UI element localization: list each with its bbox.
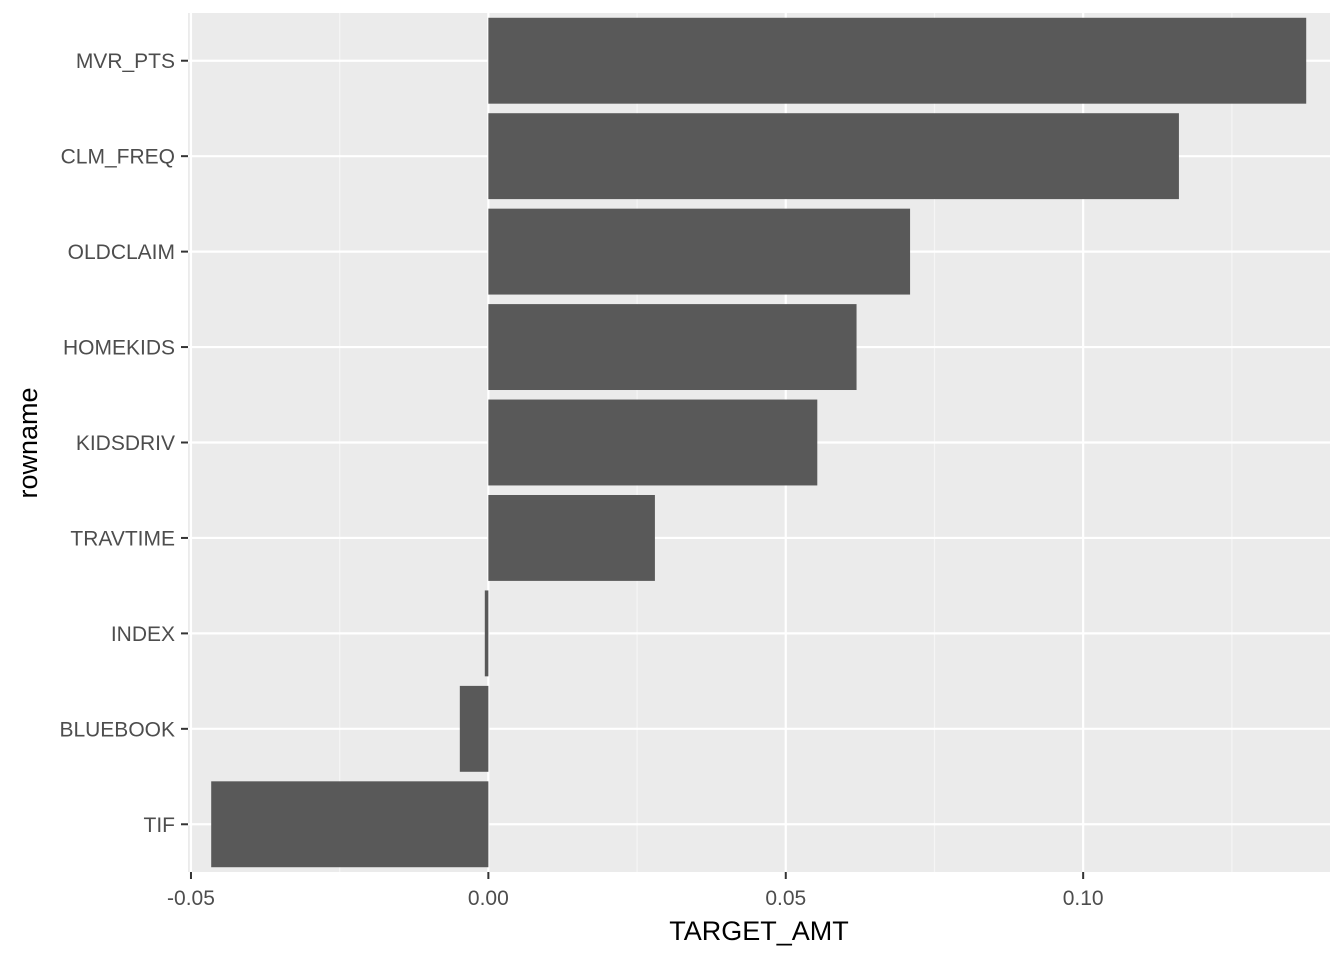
- y-axis: MVR_PTS CLM_FREQ OLDCLAIM HOMEKIDS KIDSDRIV T…: [59, 50, 188, 837]
- bar-mvr-pts: [488, 17, 1307, 104]
- y-axis-title: rowname: [13, 387, 43, 498]
- y-tick-label: TRAVTIME: [70, 527, 175, 550]
- bar-kidsdriv: [488, 399, 818, 486]
- y-tick-label: OLDCLAIM: [68, 241, 175, 264]
- x-tick-label: 0.05: [765, 887, 806, 910]
- bar-homekids: [488, 304, 857, 391]
- x-tick-label: 0.00: [468, 887, 509, 910]
- x-axis-title: TARGET_AMT: [669, 916, 849, 946]
- y-tick-label: INDEX: [111, 623, 175, 646]
- bar-index: [484, 590, 489, 677]
- bars: [211, 17, 1307, 868]
- x-tick-label: 0.10: [1063, 887, 1104, 910]
- bar-clm-freq: [488, 113, 1179, 200]
- y-tick-label: HOMEKIDS: [63, 337, 175, 360]
- y-tick-label: KIDSDRIV: [76, 432, 175, 455]
- y-tick-label: CLM_FREQ: [61, 146, 175, 169]
- bar-bluebook: [459, 685, 489, 772]
- bar-oldclaim: [488, 208, 911, 295]
- bar-travtime: [488, 494, 655, 581]
- bar-tif: [211, 781, 489, 868]
- y-tick-label: TIF: [144, 814, 176, 837]
- y-tick-label: BLUEBOOK: [59, 718, 175, 741]
- x-tick-label: -0.05: [167, 887, 215, 910]
- y-tick-label: MVR_PTS: [76, 50, 175, 73]
- x-axis: -0.05 0.00 0.05 0.10: [167, 872, 1104, 910]
